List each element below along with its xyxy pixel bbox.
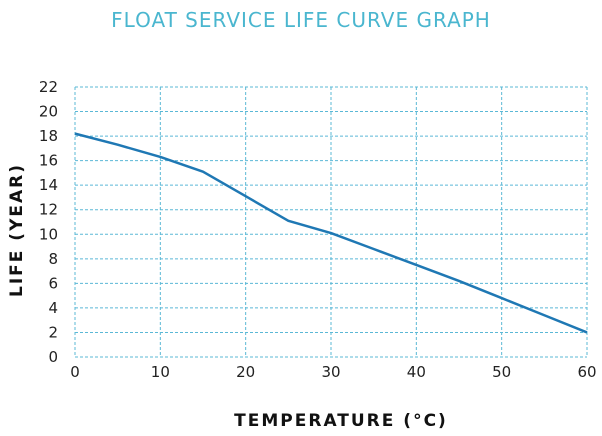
y-tick-label: 20 (39, 103, 58, 121)
x-axis-label: TEMPERATURE (°C) (234, 411, 448, 431)
grid (74, 86, 588, 358)
y-tick-label: 18 (39, 127, 58, 145)
y-tick-label: 14 (39, 176, 58, 194)
x-tick-label: 20 (236, 363, 255, 381)
y-tick-label: 22 (39, 78, 58, 96)
x-tick-label: 10 (151, 363, 170, 381)
y-tick-label: 12 (39, 201, 58, 219)
x-tick-label: 0 (70, 363, 80, 381)
y-tick-label: 0 (48, 348, 58, 366)
y-tick-label: 6 (48, 274, 58, 292)
tick-labels: 0 2 4 6 8 10 12 14 16 18 20 22 0 10 20 30 40 50 60 (39, 78, 597, 381)
y-tick-label: 4 (48, 299, 58, 317)
x-tick-label: 60 (577, 363, 596, 381)
y-tick-label: 2 (48, 323, 58, 341)
x-tick-label: 40 (407, 363, 426, 381)
chart-title: FLOAT SERVICE LIFE CURVE GRAPH (111, 8, 491, 32)
x-tick-label: 30 (321, 363, 340, 381)
y-axis-label: LIFE (YEAR) (7, 163, 27, 297)
y-tick-label: 8 (48, 250, 58, 268)
y-tick-label: 16 (39, 152, 58, 170)
x-tick-label: 50 (492, 363, 511, 381)
y-tick-label: 10 (39, 225, 58, 243)
series-line (74, 132, 588, 334)
series-layer (74, 132, 588, 334)
